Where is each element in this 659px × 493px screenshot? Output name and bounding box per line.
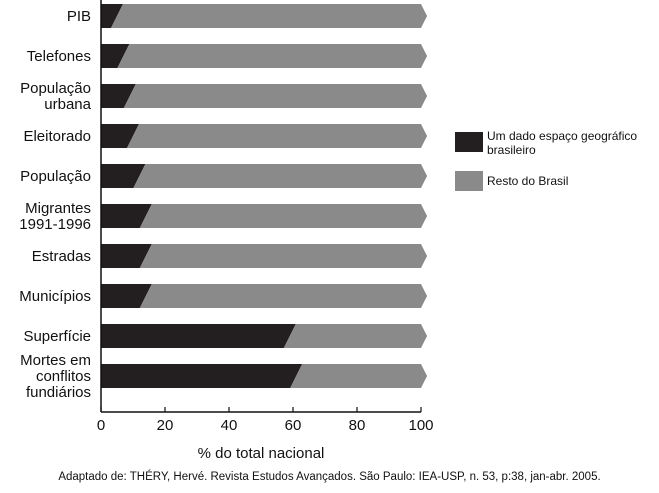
category-label: Telefones [27, 48, 91, 65]
category-label: conflitos [36, 368, 91, 385]
category-label: População [20, 168, 91, 185]
bar-segment-gray [111, 4, 427, 28]
x-tick-label: 60 [285, 417, 302, 434]
source-caption: Adaptado de: THÉRY, Hervé. Revista Estud… [58, 471, 601, 483]
bar-segment-gray [283, 324, 427, 348]
category-label: PIB [67, 8, 91, 25]
bar-segment-dark [101, 364, 303, 388]
bar-segment-dark [101, 284, 152, 308]
category-label: urbana [44, 96, 91, 113]
category-label: Migrantes [25, 200, 91, 217]
bar-segment-gray [127, 124, 427, 148]
category-label: fundiários [26, 384, 91, 401]
category-label: Mortes em [20, 352, 91, 369]
legend-label: brasileiro [487, 143, 536, 157]
x-tick-label: 100 [408, 417, 433, 434]
category-label: Eleitorado [23, 128, 91, 145]
bar-segment-gray [123, 84, 428, 108]
bar-segment-dark [101, 44, 130, 68]
bar-segment-dark [101, 124, 139, 148]
category-label: População [20, 80, 91, 97]
bar-segment-gray [290, 364, 427, 388]
category-label: Estradas [32, 248, 91, 265]
bar-segment-dark [101, 204, 152, 228]
bars-group [101, 4, 428, 388]
x-tick-label: 40 [221, 417, 238, 434]
bar-segment-gray [139, 204, 428, 228]
category-label: Superfície [23, 328, 91, 345]
legend-label: Resto do Brasil [487, 174, 568, 188]
x-tick-label: 20 [157, 417, 174, 434]
legend-swatch [455, 171, 483, 191]
bar-segment-dark [101, 244, 152, 268]
bar-segment-gray [139, 284, 428, 308]
bar-segment-dark [101, 84, 136, 108]
bar-segment-dark [101, 4, 123, 28]
x-axis: 0 20 40 60 80 100 [97, 0, 434, 434]
legend-label: Um dado espaço geográfico [487, 129, 637, 143]
bar-segment-gray [139, 244, 428, 268]
bar-segment-dark [101, 164, 146, 188]
bar-segment-gray [133, 164, 427, 188]
category-labels: PIBTelefonesPopulaçãourbanaEleitoradoPop… [19, 8, 91, 401]
bar-segment-gray [117, 44, 428, 68]
category-label: 1991-1996 [19, 216, 91, 233]
legend-swatch [455, 132, 483, 152]
bar-segment-dark [101, 324, 296, 348]
category-label: Municípios [19, 288, 91, 305]
x-axis-title: % do total nacional [198, 445, 325, 462]
stacked-bar-chart: PIBTelefonesPopulaçãourbanaEleitoradoPop… [19, 0, 637, 462]
x-tick-label: 80 [349, 417, 366, 434]
x-tick-label: 0 [97, 417, 105, 434]
